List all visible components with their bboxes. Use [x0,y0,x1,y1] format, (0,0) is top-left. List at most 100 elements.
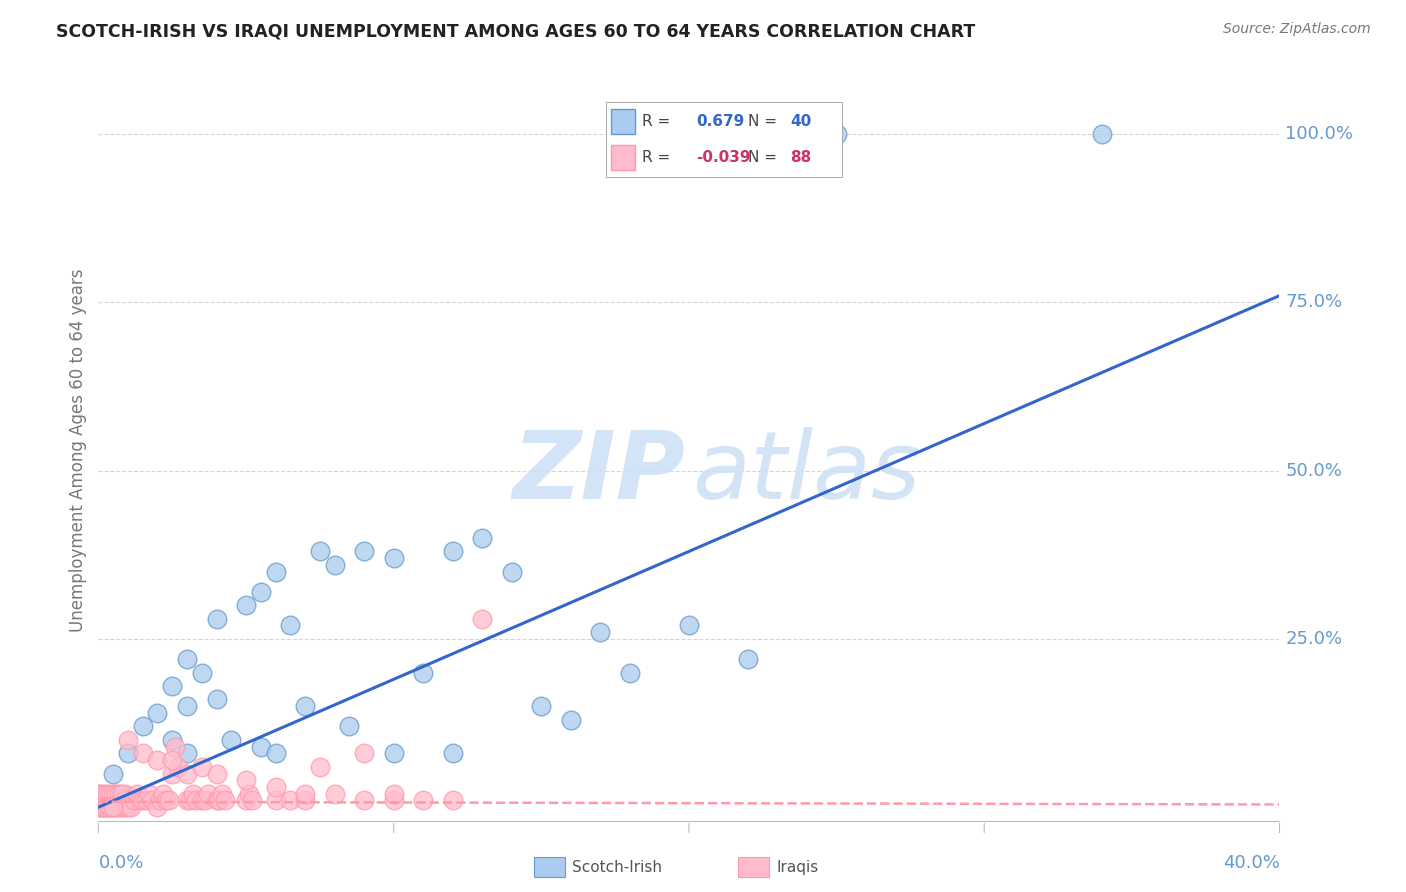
Point [162,732,183,747]
Point [1091,127,1114,141]
Point [117,800,139,814]
Point [219,732,242,747]
Point [122,793,145,807]
Point [191,665,214,680]
Point [250,739,273,754]
Point [146,800,169,814]
Point [235,599,257,613]
Point [264,780,287,794]
Point [353,747,375,761]
Point [90,800,112,814]
Point [471,612,494,626]
Point [309,760,332,774]
Bar [612,145,634,169]
Point [103,793,125,807]
Point [264,747,287,761]
Point [382,793,405,807]
Point [240,793,263,807]
Point [96,800,118,814]
Text: R =: R = [641,150,675,165]
Text: SCOTCH-IRISH VS IRAQI UNEMPLOYMENT AMONG AGES 60 TO 64 YEARS CORRELATION CHART: SCOTCH-IRISH VS IRAQI UNEMPLOYMENT AMONG… [56,22,976,40]
Point [117,732,139,747]
Point [167,760,190,774]
Point [108,793,131,807]
Point [294,793,316,807]
Bar [612,109,634,135]
Point [93,800,115,814]
Point [165,739,187,754]
Point [589,625,612,640]
Point [87,787,110,801]
Point [162,766,183,780]
Text: R =: R = [641,114,675,129]
Point [382,747,405,761]
Point [176,652,198,666]
Point [235,773,257,788]
Point [337,719,360,733]
Point [157,793,180,807]
Text: N =: N = [748,114,782,129]
Point [176,766,198,780]
Point [205,692,228,706]
Point [111,793,134,807]
Point [105,800,128,814]
Point [309,544,332,558]
Point [162,679,183,693]
Text: Scotch-Irish: Scotch-Irish [572,860,662,874]
Point [90,800,112,814]
Point [149,793,172,807]
Point [96,800,118,814]
Point [205,793,228,807]
Point [128,793,150,807]
Point [530,699,553,714]
Point [353,793,375,807]
Point [353,544,375,558]
Point [90,793,112,807]
Point [132,793,155,807]
Point [87,797,110,811]
Point [108,787,131,801]
Point [105,787,128,801]
Point [264,793,287,807]
Point [214,793,236,807]
Point [184,793,207,807]
Point [138,787,160,801]
Text: 25.0%: 25.0% [1285,630,1343,648]
Point [132,719,155,733]
Text: 75.0%: 75.0% [1285,293,1343,311]
Point [678,618,700,632]
Point [96,793,118,807]
Text: 88: 88 [790,150,811,165]
Point [93,800,115,814]
Text: N =: N = [748,150,782,165]
Point [141,793,163,807]
Point [87,800,110,814]
Point [235,793,257,807]
Text: ZIP: ZIP [513,426,685,518]
Point [103,787,125,801]
Point [278,793,302,807]
Point [238,787,260,801]
Point [96,787,118,801]
Point [93,793,115,807]
Text: 50.0%: 50.0% [1285,462,1343,480]
Point [117,747,139,761]
Point [191,793,214,807]
Point [114,800,136,814]
Point [501,565,523,579]
Point [155,793,177,807]
Point [103,800,125,814]
Point [93,787,115,801]
Point [194,793,217,807]
Text: Source: ZipAtlas.com: Source: ZipAtlas.com [1223,22,1371,37]
Text: 0.0%: 0.0% [98,854,143,872]
Point [825,127,848,141]
Point [176,747,198,761]
Text: Iraqis: Iraqis [776,860,818,874]
Point [146,753,169,767]
Point [111,787,134,801]
Text: 40.0%: 40.0% [1223,854,1279,872]
Point [98,800,121,814]
Text: 0.679: 0.679 [696,114,744,129]
Point [323,787,346,801]
